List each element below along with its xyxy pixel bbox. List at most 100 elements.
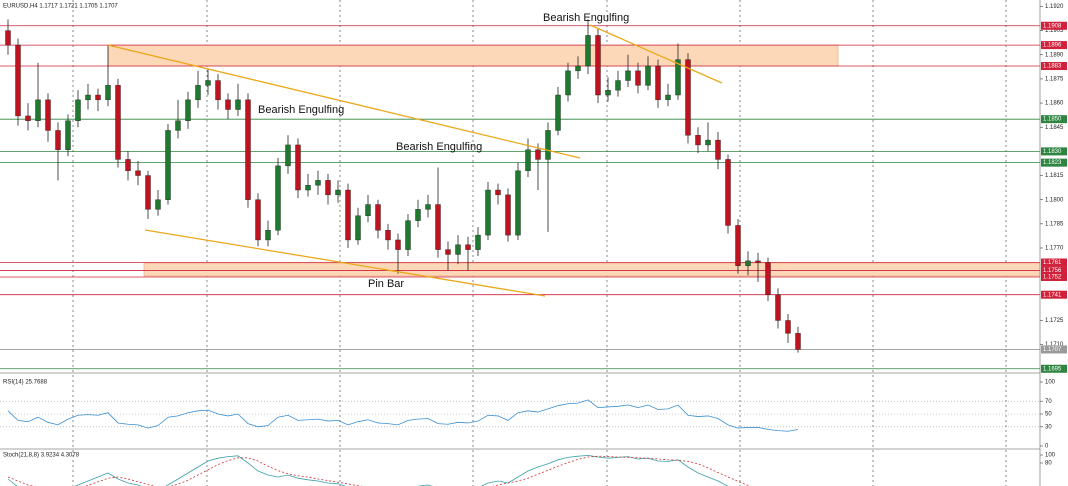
y-tick-label: 1.1725 bbox=[1045, 318, 1064, 324]
level-label-box bbox=[1041, 345, 1067, 354]
rsi-title: RSI(14) 25.7688 bbox=[3, 380, 48, 386]
candle-body bbox=[315, 180, 321, 186]
candle-body bbox=[175, 120, 181, 131]
candle-body bbox=[155, 199, 161, 210]
candle-body bbox=[275, 165, 281, 231]
annotation: Pin Bar bbox=[368, 278, 404, 290]
candle-body bbox=[595, 35, 601, 96]
annotation: Bearish Engulfing bbox=[258, 104, 344, 116]
y-tick-label: 1.1890 bbox=[1045, 52, 1064, 58]
candle-body bbox=[215, 80, 221, 101]
y-tick-label: 1.1845 bbox=[1045, 125, 1064, 131]
candle-body bbox=[585, 35, 591, 67]
candle-body bbox=[545, 130, 551, 160]
level-label-box bbox=[1041, 266, 1067, 275]
annotations: Bearish Engulfing Bearish Engulfing Bearis… bbox=[258, 12, 629, 290]
candle-body bbox=[705, 139, 711, 146]
candle-body bbox=[625, 70, 631, 81]
candle-body bbox=[135, 170, 141, 176]
annotation: Bearish Engulfing bbox=[396, 141, 482, 153]
candle-body bbox=[735, 225, 741, 266]
candle-body bbox=[5, 30, 11, 46]
trendline bbox=[144, 229, 546, 297]
y-tick-label: 1.1710 bbox=[1045, 342, 1064, 348]
candle-body bbox=[645, 65, 651, 86]
candle-body bbox=[45, 99, 51, 131]
candle-body bbox=[455, 244, 461, 255]
y-tick-label: 50 bbox=[1045, 412, 1052, 418]
candle-body bbox=[15, 44, 21, 117]
candle-body bbox=[465, 244, 471, 250]
candle-body bbox=[655, 65, 661, 101]
symbol-header: EURUSD,H4 1.1717 1.1721 1.1705 1.1707 bbox=[3, 4, 118, 10]
candle-body bbox=[695, 135, 701, 146]
candle-body bbox=[775, 294, 781, 321]
trendlines bbox=[107, 24, 723, 297]
candle-body bbox=[445, 249, 451, 255]
level-label: 1.1896 bbox=[1043, 43, 1062, 49]
level-label: 1.1761 bbox=[1043, 260, 1062, 266]
candle-body bbox=[525, 149, 531, 171]
y-tick-label: 1.1860 bbox=[1045, 101, 1064, 107]
candle-body bbox=[495, 189, 501, 196]
candle-body bbox=[225, 99, 231, 110]
level-label-box bbox=[1041, 364, 1067, 373]
level-label-box bbox=[1041, 62, 1067, 71]
candle-body bbox=[85, 94, 91, 101]
level-label: 1.1707 bbox=[1043, 347, 1062, 353]
candles bbox=[5, 19, 801, 353]
level-label-box bbox=[1041, 272, 1067, 281]
candle-body bbox=[785, 320, 791, 334]
candle-body bbox=[375, 204, 381, 231]
level-label: 1.1830 bbox=[1043, 149, 1062, 155]
candle-body bbox=[615, 80, 621, 91]
level-label: 1.1756 bbox=[1043, 268, 1062, 274]
y-tick-label: 1.1875 bbox=[1045, 76, 1064, 82]
candle-body bbox=[475, 234, 481, 250]
level-label-box bbox=[1041, 290, 1067, 299]
candle-body bbox=[25, 115, 31, 121]
candle-body bbox=[255, 199, 261, 241]
y-tick-label: 1.1920 bbox=[1045, 4, 1064, 10]
candle-body bbox=[185, 99, 191, 121]
candle-body bbox=[285, 144, 291, 167]
candle-body bbox=[755, 260, 761, 263]
candle-body bbox=[125, 159, 131, 171]
annotation: Bearish Engulfing bbox=[543, 12, 629, 24]
candle-body bbox=[415, 209, 421, 221]
candle-body bbox=[355, 215, 361, 241]
level-label-box bbox=[1041, 115, 1067, 124]
candle-body bbox=[305, 184, 311, 191]
candle-body bbox=[575, 65, 581, 72]
y-tick-label: 80 bbox=[1045, 461, 1052, 467]
panel-frames bbox=[0, 0, 1041, 486]
candle-body bbox=[325, 180, 331, 196]
y-tick-label: 1.1785 bbox=[1045, 221, 1064, 227]
levels bbox=[0, 25, 1040, 370]
level-label: 1.1752 bbox=[1043, 275, 1062, 281]
y-tick-label: 1.1905 bbox=[1045, 28, 1064, 34]
axis-ticks: 1.1920 1.1905 1.1890 1.1875 1.1860 1.1845 1.18… bbox=[1040, 4, 1067, 467]
candle-body bbox=[95, 94, 101, 101]
candle-body bbox=[795, 333, 801, 350]
level-label: 1.1741 bbox=[1043, 292, 1062, 298]
candle-body bbox=[425, 204, 431, 210]
candle-body bbox=[715, 139, 721, 160]
candle-body bbox=[115, 85, 121, 160]
indicator-line bbox=[7, 399, 799, 432]
candle-body bbox=[295, 144, 301, 191]
candle-body bbox=[665, 94, 671, 101]
candle-body bbox=[505, 194, 511, 236]
y-tick-label: 70 bbox=[1045, 399, 1052, 405]
candle-body bbox=[235, 99, 241, 110]
y-tick-label: 0 bbox=[1045, 444, 1049, 450]
candle-body bbox=[725, 159, 731, 226]
y-tick-label: 100 bbox=[1045, 453, 1056, 459]
y-tick-label: 100 bbox=[1045, 380, 1056, 386]
y-tick-label: 1.1815 bbox=[1045, 173, 1064, 179]
candle-body bbox=[395, 239, 401, 250]
level-label: 1.1823 bbox=[1043, 160, 1062, 166]
candle-body bbox=[335, 189, 341, 196]
